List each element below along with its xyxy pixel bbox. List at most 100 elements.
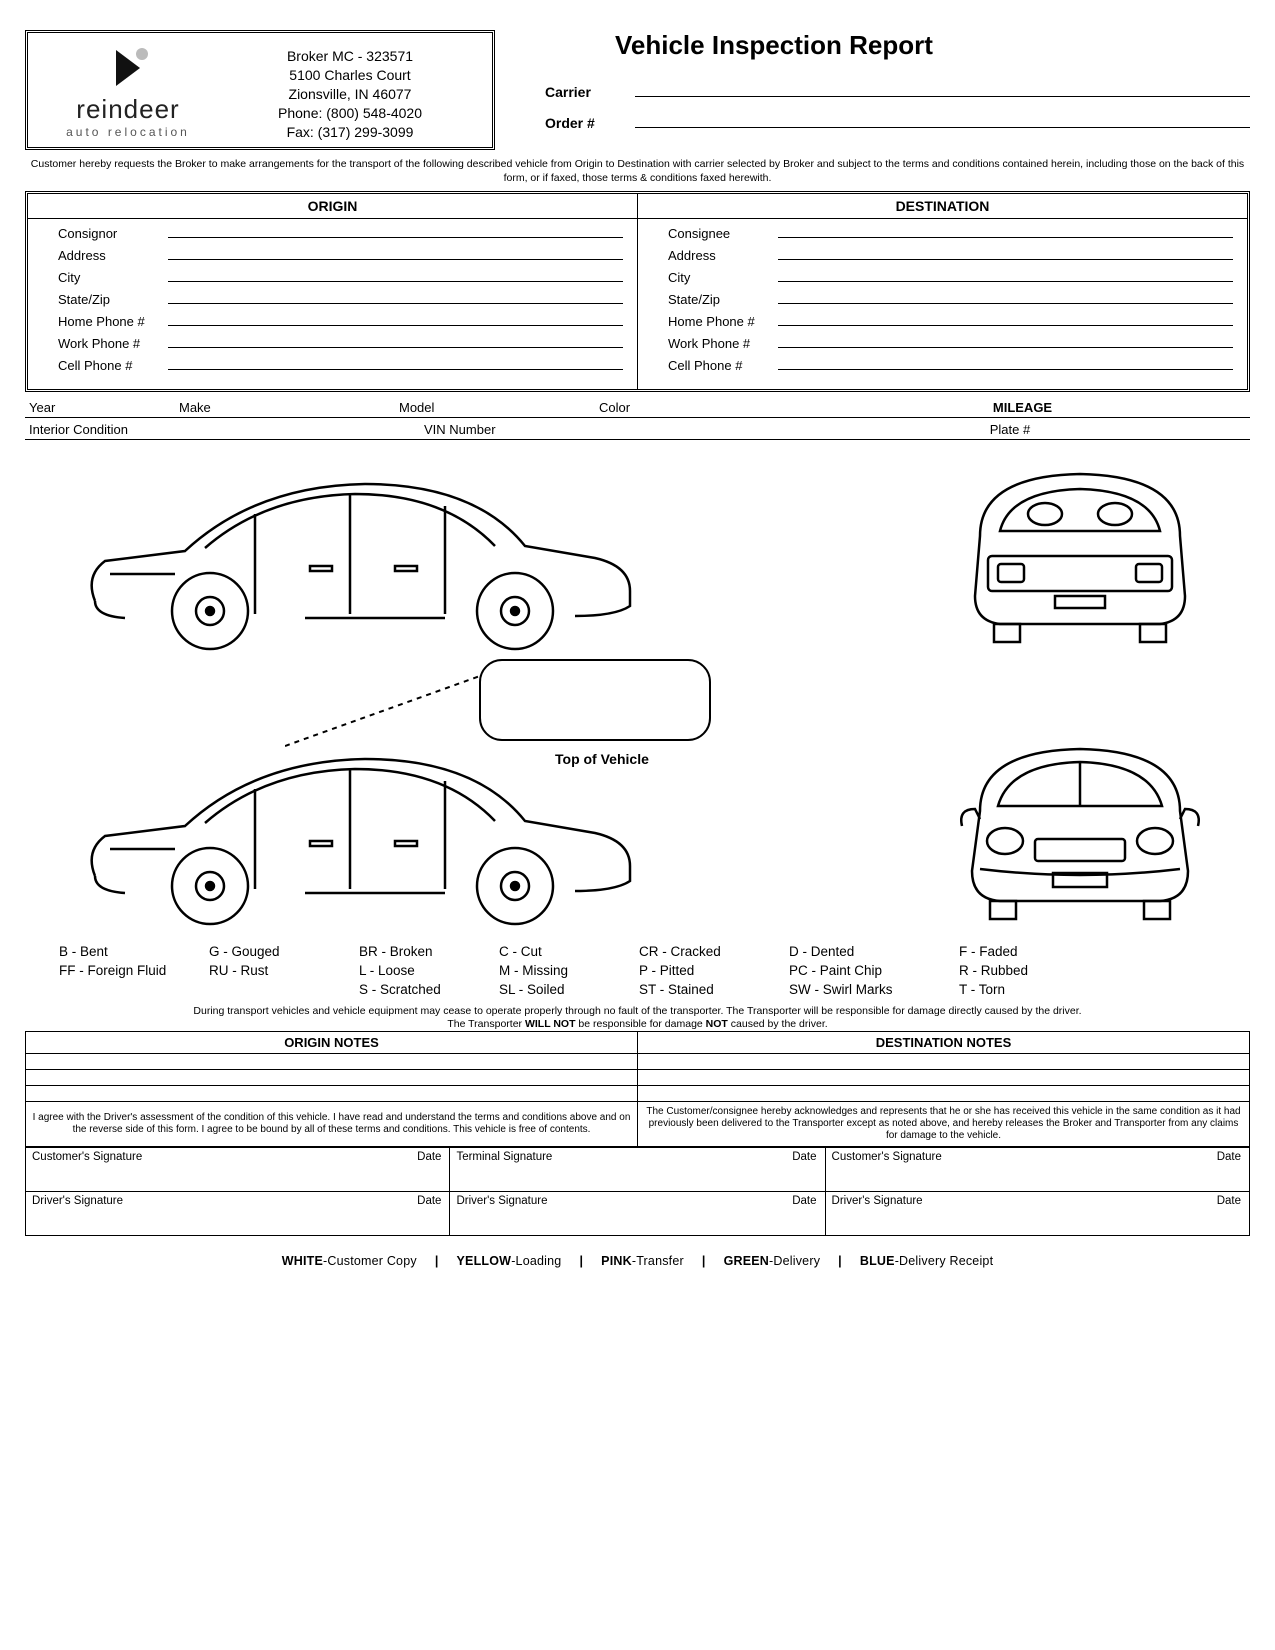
mileage-label: MILEAGE [799,400,1246,415]
damage-codes-grid: B - BentG - GougedBR - BrokenC - CutCR -… [25,944,1250,1005]
destination-header: DESTINATION [638,194,1247,219]
mid-disclaimer: During transport vehicles and vehicle eq… [25,1005,1250,1031]
carrier-input-line[interactable] [635,81,1250,97]
field-input-line[interactable] [168,247,623,260]
logo-area: reindeer auto relocation [38,39,218,141]
field-input-line[interactable] [778,247,1233,260]
signature-table: Customer's SignatureDateTerminal Signatu… [25,1147,1250,1236]
origin-note-line[interactable] [26,1069,638,1085]
car-front-view [950,721,1210,931]
model-label: Model [399,400,599,415]
field-input-line[interactable] [168,313,623,326]
field-label: Cell Phone # [668,358,778,373]
signature-label: Driver's Signature [832,1195,923,1207]
field-input-line[interactable] [778,225,1233,238]
destination-acknowledgement: The Customer/consignee hereby acknowledg… [638,1101,1250,1146]
signature-cell[interactable]: Terminal Signature Date [450,1147,825,1191]
origin-note-line[interactable] [26,1053,638,1069]
damage-code: RU - Rust [209,963,359,978]
signature-label: Driver's Signature [32,1195,123,1207]
car-side-view-1 [55,446,655,656]
separator: | [579,1254,583,1268]
field-input-line[interactable] [778,335,1233,348]
signature-cell[interactable]: Customer's SignatureDate [825,1147,1249,1191]
damage-code: S - Scratched [359,982,499,997]
field-label: Address [58,248,168,263]
origin-note-line[interactable] [26,1085,638,1101]
plate-label: Plate # [774,422,1246,437]
origin-acknowledgement: I agree with the Driver's assessment of … [26,1101,638,1146]
make-label: Make [179,400,399,415]
field-label: Work Phone # [58,336,168,351]
car-side-view-2 [55,721,655,931]
broker-line: Phone: (800) 548-4020 [218,104,482,123]
origin-header: ORIGIN [28,194,637,219]
copy-label: BLUE-Delivery Receipt [860,1254,993,1268]
field-input-line[interactable] [168,225,623,238]
separator: | [702,1254,706,1268]
header-container: reindeer auto relocation Broker MC - 323… [25,30,1250,150]
copy-label: WHITE-Customer Copy [282,1254,417,1268]
dest-note-line[interactable] [638,1069,1250,1085]
field-row: State/Zip [668,291,1233,307]
signature-cell[interactable]: Driver's SignatureDate [450,1191,825,1235]
broker-line: 5100 Charles Court [218,66,482,85]
damage-code: T - Torn [959,982,1099,997]
field-label: Consignor [58,226,168,241]
field-input-line[interactable] [778,357,1233,370]
company-header-box: reindeer auto relocation Broker MC - 323… [25,30,495,150]
vin-label: VIN Number [424,422,774,437]
order-field: Order # [545,112,1250,131]
field-row: Consignee [668,225,1233,241]
date-label: Date [1217,1151,1241,1163]
damage-code: ST - Stained [639,982,789,997]
field-input-line[interactable] [168,291,623,304]
damage-code: B - Bent [59,944,209,959]
dest-note-line[interactable] [638,1085,1250,1101]
field-row: Home Phone # [58,313,623,329]
field-input-line[interactable] [168,269,623,282]
field-label: Home Phone # [58,314,168,329]
damage-code: D - Dented [789,944,959,959]
field-input-line[interactable] [778,291,1233,304]
damage-code: BR - Broken [359,944,499,959]
origin-destination-box: ORIGIN Consignor Address City State/Zip Home… [25,191,1250,392]
order-input-line[interactable] [635,112,1250,128]
damage-code: P - Pitted [639,963,789,978]
color-label: Color [599,400,799,415]
field-input-line[interactable] [778,269,1233,282]
field-row: City [58,269,623,285]
field-label: Consignee [668,226,778,241]
damage-code: M - Missing [499,963,639,978]
field-input-line[interactable] [168,357,623,370]
report-title: Vehicle Inspection Report [615,30,1250,61]
carrier-field: Carrier [545,81,1250,100]
separator: | [435,1254,439,1268]
broker-line: Zionsville, IN 46077 [218,85,482,104]
field-label: Home Phone # [668,314,778,329]
separator: | [838,1254,842,1268]
top-disclaimer: Customer hereby requests the Broker to m… [25,158,1250,184]
copy-label: YELLOW-Loading [457,1254,562,1268]
copy-label: GREEN-Delivery [724,1254,821,1268]
date-label: Date [792,1195,816,1207]
field-input-line[interactable] [168,335,623,348]
date-label: Date [417,1151,441,1163]
field-input-line[interactable] [778,313,1233,326]
date-label: Date [417,1195,441,1207]
date-label: Date [792,1151,816,1163]
signature-cell[interactable]: Customer's SignatureDate [26,1147,450,1191]
dest-note-line[interactable] [638,1053,1250,1069]
damage-code: C - Cut [499,944,639,959]
signature-cell[interactable]: Driver's Signature Date [26,1191,450,1235]
copy-label: PINK-Transfer [601,1254,684,1268]
origin-notes-header: ORIGIN NOTES [26,1031,638,1053]
vehicle-diagram-area: Top of Vehicle [25,446,1250,936]
signature-cell[interactable]: Driver's SignatureDate [825,1191,1249,1235]
notes-table: ORIGIN NOTES DESTINATION NOTES I agree w… [25,1031,1250,1147]
carrier-label: Carrier [545,84,635,100]
broker-line: Fax: (317) 299-3099 [218,123,482,142]
damage-code: F - Faded [959,944,1099,959]
signature-label: Terminal Signature [456,1151,552,1163]
field-row: Address [668,247,1233,263]
